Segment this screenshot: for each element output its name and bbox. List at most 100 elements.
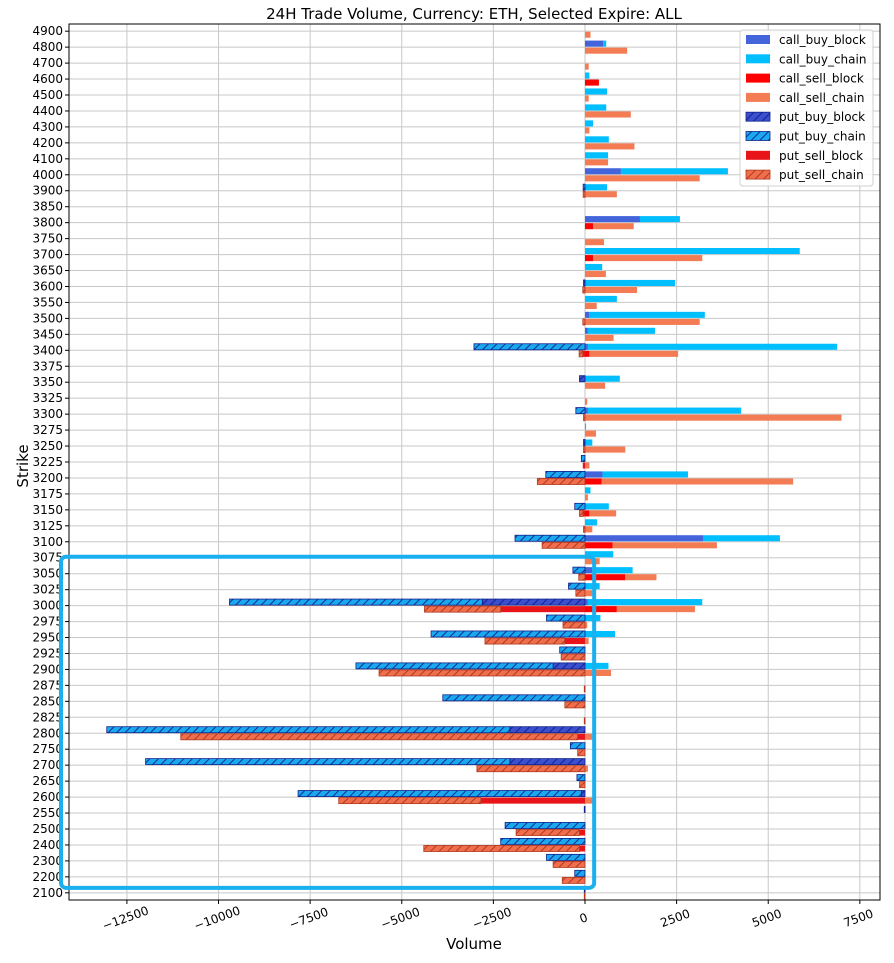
bar-put-buy-block	[579, 375, 586, 383]
y-tick-label: 2975	[32, 615, 63, 629]
bar-put-sell-chain	[484, 637, 566, 645]
legend: call_buy_block call_buy_chain call_sell_bl…	[739, 29, 874, 187]
bar-call-buy-block	[584, 343, 588, 350]
legend-label: call_sell_block	[779, 72, 864, 86]
bar-call-buy-chain	[603, 40, 607, 47]
bar-call-buy-block	[584, 327, 588, 334]
y-tick-label: 3350	[32, 375, 63, 389]
bar-call-buy-chain	[702, 535, 780, 542]
bar-call-sell-chain	[584, 95, 589, 102]
bar-put-buy-chain	[575, 407, 586, 415]
bar-put-buy-chain	[514, 534, 586, 542]
y-tick-label: 3450	[32, 327, 63, 341]
bar-call-sell-chain	[593, 223, 634, 230]
y-tick-label: 2925	[32, 646, 63, 660]
y-tick-label: 2825	[32, 710, 63, 724]
y-axis-ticks: 4900 4800 4700 4600 4500 4400 4300 4200 4100 4000…	[32, 24, 69, 900]
y-tick-label: 3250	[32, 439, 63, 453]
bar-call-buy-chain	[584, 88, 607, 95]
bar-put-sell-block	[579, 829, 585, 836]
bar-call-buy-chain	[584, 295, 617, 302]
bar-put-buy-block	[580, 790, 586, 797]
bar-call-sell-chain	[584, 638, 589, 645]
legend-swatch	[746, 92, 770, 102]
bar-put-buy-chain	[500, 837, 586, 845]
bar-call-sell-chain	[584, 526, 593, 533]
bar-call-buy-chain	[584, 72, 590, 79]
y-tick-label: 3900	[32, 184, 63, 198]
bar-put-buy-chain	[569, 742, 586, 750]
bar-call-sell-block	[584, 350, 590, 357]
bar-call-buy-block	[584, 567, 593, 574]
y-tick-label: 4400	[32, 104, 63, 118]
x-axis-label: Volume	[446, 935, 502, 953]
bar-call-sell-chain	[584, 63, 589, 70]
bar-call-sell-chain	[589, 510, 617, 517]
legend-label: call_buy_block	[779, 33, 866, 47]
legend-label: put_buy_chain	[779, 130, 866, 144]
x-tick-label: 2500	[658, 906, 691, 930]
bar-put-sell-chain	[560, 653, 586, 661]
x-tick-label: −12500	[100, 903, 150, 933]
y-tick-label: 2600	[32, 790, 63, 804]
bar-call-buy-chain	[620, 168, 728, 175]
bar-put-sell-chain	[582, 286, 586, 294]
bar-call-sell-chain	[584, 111, 631, 118]
y-tick-label: 2800	[32, 726, 63, 740]
y-tick-label: 2900	[32, 662, 63, 676]
y-tick-label: 3025	[32, 583, 63, 597]
bar-put-buy-chain	[580, 455, 586, 462]
bar-put-buy-chain	[430, 630, 586, 638]
bar-put-buy-block	[583, 439, 586, 446]
bar-put-sell-chain	[515, 829, 580, 836]
bar-call-sell-chain	[584, 302, 597, 310]
bar-call-buy-block	[584, 535, 703, 542]
x-tick-label: −2500	[471, 905, 514, 932]
bar-put-buy-chain	[559, 646, 586, 654]
bar-put-sell-chain	[378, 669, 586, 677]
y-tick-label: 4200	[32, 136, 63, 150]
bar-call-buy-chain	[587, 327, 655, 334]
bar-call-buy-chain	[587, 407, 742, 414]
bar-call-sell-chain	[601, 478, 794, 485]
y-tick-label: 3300	[32, 407, 63, 421]
bar-put-buy-block	[509, 726, 586, 734]
bar-call-buy-chain	[589, 311, 705, 318]
bar-put-sell-block	[500, 606, 585, 613]
legend-label: call_buy_chain	[779, 52, 866, 66]
bar-put-buy-chain	[504, 822, 586, 829]
legend-label: call_sell_chain	[779, 91, 864, 105]
bar-call-sell-chain	[584, 191, 617, 198]
bar-put-buy-block	[509, 758, 586, 766]
y-tick-label: 2700	[32, 758, 63, 772]
y-tick-label: 3325	[32, 391, 63, 405]
bar-put-sell-chain	[561, 876, 586, 884]
bar-call-buy-chain	[584, 375, 620, 382]
bar-call-buy-chain	[584, 248, 800, 255]
bar-put-sell-block	[582, 462, 585, 469]
bar-call-sell-chain	[584, 334, 614, 341]
bar-put-buy-block	[552, 662, 586, 670]
y-tick-label: 3375	[32, 359, 63, 373]
x-tick-label: 7500	[842, 906, 875, 930]
bar-call-sell-chain	[584, 239, 605, 246]
bar-call-buy-block	[584, 168, 621, 175]
bar-call-sell-chain	[584, 494, 588, 501]
y-tick-label: 2550	[32, 806, 63, 820]
y-tick-label: 4600	[32, 72, 63, 86]
bar-call-buy-chain	[587, 599, 703, 606]
bar-call-sell-chain	[584, 765, 588, 772]
bar-call-buy-chain	[587, 343, 838, 350]
bar-put-sell-chain	[578, 350, 584, 358]
bar-call-buy-chain	[584, 184, 607, 191]
bar-put-sell-chain	[582, 190, 586, 198]
bar-put-sell-chain	[562, 621, 586, 629]
bar-put-sell-chain	[578, 573, 586, 581]
bar-call-sell-block	[584, 79, 599, 86]
y-tick-label: 3550	[32, 295, 63, 309]
bar-put-buy-block	[481, 598, 586, 606]
bar-call-sell-chain	[584, 398, 588, 405]
bar-put-buy-chain	[574, 869, 586, 877]
y-tick-label: 3125	[32, 519, 63, 533]
legend-swatch	[745, 169, 771, 180]
